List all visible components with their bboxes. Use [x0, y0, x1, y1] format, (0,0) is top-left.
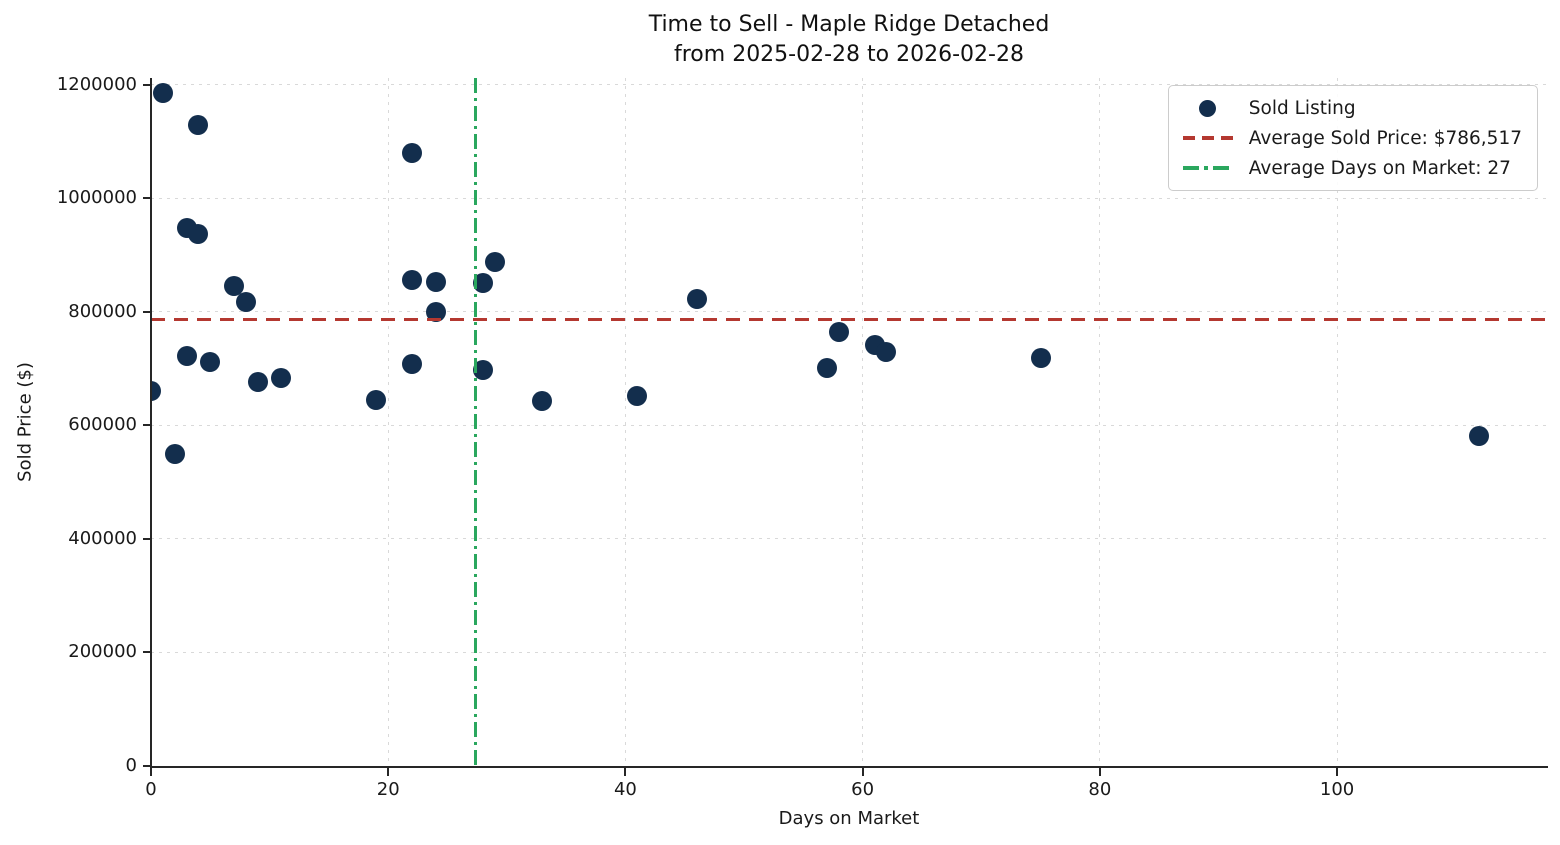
x-tick [1336, 768, 1339, 776]
scatter-point [152, 83, 173, 104]
y-axis-spine [150, 78, 152, 768]
x-tick [624, 768, 627, 776]
x-tick [387, 768, 390, 776]
scatter-point [271, 368, 292, 389]
x-tick-label: 80 [1088, 779, 1112, 800]
scatter-point [401, 143, 422, 164]
y-tick-label: 600000 [68, 414, 137, 436]
x-tick-label: 60 [851, 779, 875, 800]
gridline-vertical [387, 78, 389, 766]
scatter-point [200, 352, 221, 373]
gridline-horizontal [151, 311, 1547, 313]
gridline-horizontal [151, 424, 1547, 426]
y-tick [143, 651, 151, 654]
scatter-point [1469, 426, 1490, 447]
x-tick-label: 40 [613, 779, 637, 800]
y-tick [143, 310, 151, 313]
scatter-point [425, 301, 446, 322]
gridline-horizontal [151, 84, 1547, 86]
x-tick [150, 768, 152, 776]
x-tick-label: 20 [376, 779, 400, 800]
scatter-point [473, 273, 494, 294]
scatter-point [1030, 348, 1051, 369]
scatter-point [401, 269, 422, 290]
scatter-point [401, 354, 422, 375]
legend-label-average-sold-price: Average Sold Price: $786,517 [1248, 127, 1522, 149]
legend-label-sold-listing: Sold Listing [1248, 97, 1356, 119]
scatter-point [164, 444, 185, 465]
gridline-horizontal [151, 197, 1547, 199]
y-tick-label: 0 [125, 755, 137, 776]
chart-title: Time to Sell - Maple Ridge Detached from… [151, 10, 1547, 70]
scatter-point [627, 385, 648, 406]
scatter-point [686, 289, 707, 310]
scatter-point [828, 321, 849, 342]
x-tick [861, 768, 864, 776]
sold-listing-dot-icon [1199, 99, 1217, 117]
y-axis-label: Sold Price ($) [14, 362, 36, 482]
y-tick-label: 400000 [68, 527, 137, 549]
scatter-point [473, 360, 494, 381]
x-tick-label: 100 [1319, 779, 1355, 800]
scatter-point [532, 390, 553, 411]
scatter-point [484, 251, 505, 272]
y-tick-label: 800000 [68, 300, 137, 322]
y-tick [143, 765, 151, 767]
average-days-on-market-line [473, 78, 477, 766]
chart-title-line1: Time to Sell - Maple Ridge Detached [648, 12, 1050, 37]
scatter-point [247, 371, 268, 392]
legend-label-average-days-on-market: Average Days on Market: 27 [1248, 157, 1511, 179]
x-tick-label: 0 [145, 779, 157, 800]
red-dashed-line-icon [1182, 136, 1233, 140]
legend-item-average-days-on-market: Average Days on Market: 27 [1181, 153, 1522, 183]
scatter-point [151, 381, 161, 402]
x-tick [1098, 768, 1101, 776]
scatter-point [366, 390, 387, 411]
gridline-vertical [1336, 78, 1338, 766]
scatter-point [176, 345, 197, 366]
scatter-point [425, 272, 446, 293]
chart-title-line2: from 2025-02-28 to 2026-02-28 [674, 42, 1024, 67]
y-tick [143, 197, 151, 200]
legend: Sold Listing Average Sold Price: $786,51… [1167, 85, 1538, 191]
scatter-point [188, 114, 209, 135]
scatter-point [224, 276, 245, 297]
y-tick-label: 1200000 [56, 73, 137, 95]
gridline-vertical [862, 78, 864, 766]
x-axis-label: Days on Market [778, 808, 920, 829]
scatter-point [188, 223, 209, 244]
gridline-vertical [624, 78, 626, 766]
scatter-point [235, 292, 256, 313]
average-sold-price-line [151, 318, 1547, 322]
gridline-horizontal [151, 538, 1547, 540]
legend-item-sold-listing: Sold Listing [1181, 93, 1522, 123]
y-tick [143, 424, 151, 427]
y-tick-label: 1000000 [56, 187, 137, 209]
scatter-point [876, 341, 897, 362]
gridline-horizontal [151, 651, 1547, 653]
green-dashdot-line-icon [1182, 166, 1233, 170]
gridline-horizontal [151, 765, 1547, 766]
y-tick-label: 200000 [68, 641, 137, 663]
gridline-vertical [1099, 78, 1101, 766]
x-axis-spine [150, 766, 1548, 768]
y-tick [143, 83, 151, 86]
legend-item-average-sold-price: Average Sold Price: $786,517 [1181, 123, 1522, 153]
plot-area [151, 78, 1547, 766]
scatter-point [817, 357, 838, 378]
y-tick [143, 537, 151, 540]
